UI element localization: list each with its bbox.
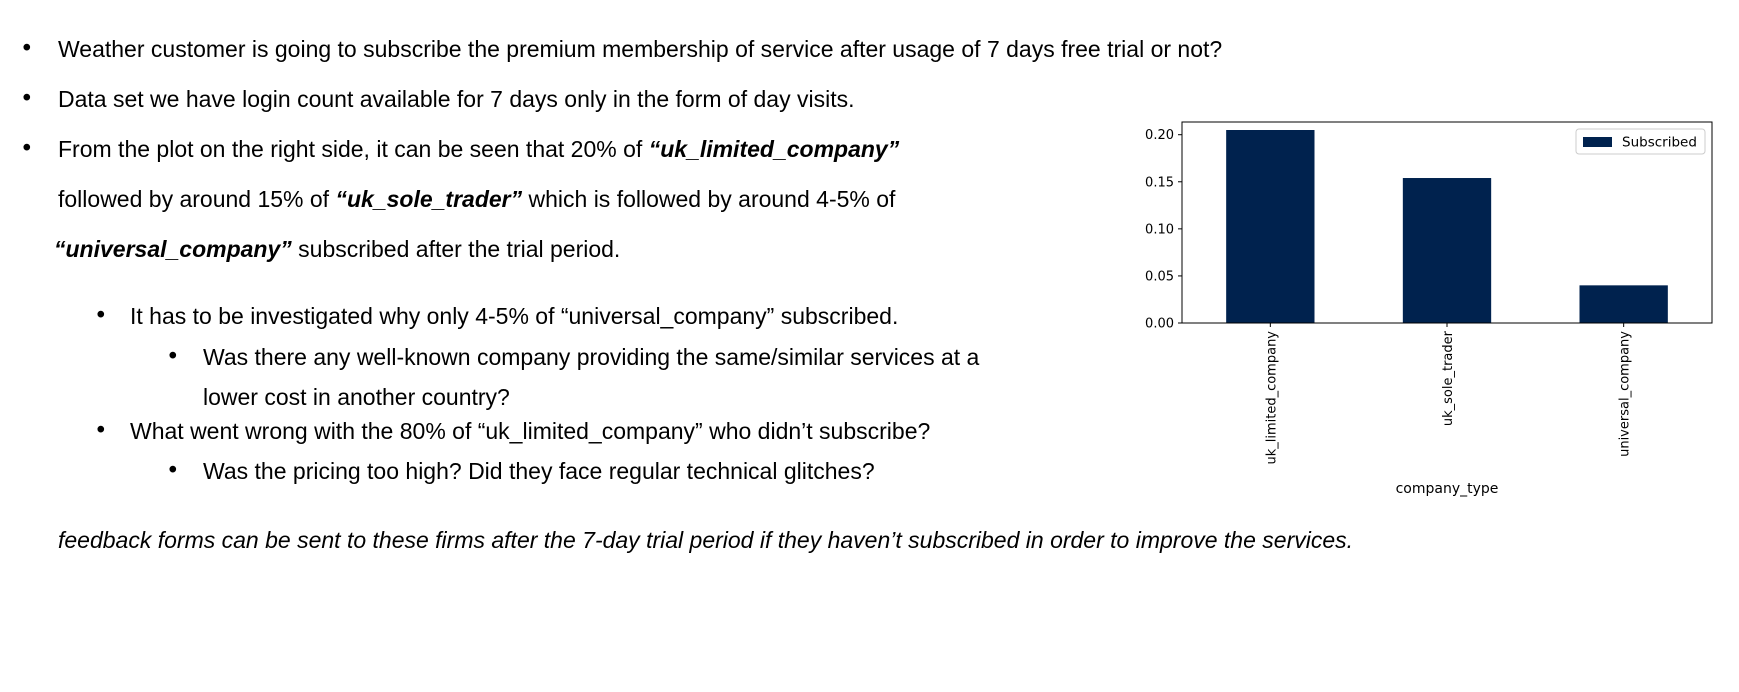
bullet-text: From the plot on the right side, it can … [58, 136, 899, 163]
bullet-marker: • [94, 418, 108, 444]
sub-bullet-text: What went wrong with the 80% of “uk_limi… [130, 418, 931, 444]
plot-frame [1181, 121, 1713, 324]
bullet-text: Data set we have login count available f… [58, 86, 855, 112]
y-tick-label: 0.20 [1145, 128, 1174, 143]
legend-label: Subscribed [1622, 135, 1697, 151]
sub-sub-bullet-text: Was there any well-known company providi… [203, 344, 980, 370]
x-axis-label: company_type [1396, 481, 1499, 497]
emphasis-text: “uk_limited_company” [648, 136, 900, 162]
conclusion-text: feedback forms can be sent to these firm… [58, 527, 1354, 553]
bullet-marker: • [20, 136, 34, 162]
bar [1402, 178, 1492, 323]
bar-chart: uk_limited_company uk_sole_trader universa… [1145, 121, 1713, 497]
bar [1226, 130, 1315, 323]
x-tick-label: uk_sole_trader [1441, 330, 1456, 426]
y-tick-label: 0.00 [1145, 317, 1174, 332]
sub-sub-bullet-text: Was the pricing too high? Did they face … [203, 458, 875, 484]
bullet-text-continued: “universal_company” subscribed after the… [54, 236, 620, 263]
bullet-marker: • [20, 86, 34, 112]
y-tick-label: 0.15 [1145, 175, 1174, 190]
sub-bullet-text: It has to be investigated why only 4-5% … [130, 303, 899, 329]
text-run: subscribed after the trial period. [291, 236, 621, 262]
bullet-marker: • [166, 344, 180, 370]
emphasis-text: “uk_sole_trader” [335, 186, 523, 212]
text-run: which is followed by around 4-5% of [522, 186, 896, 212]
y-tick-label: 0.05 [1145, 269, 1174, 284]
y-tick-label: 0.10 [1145, 222, 1174, 237]
bullet-marker: • [166, 458, 180, 484]
text-run: followed by around 15% of [58, 186, 336, 212]
emphasis-text: “universal_company” [54, 236, 292, 262]
bullet-text: Weather customer is going to subscribe t… [58, 36, 1223, 62]
legend-box [1575, 128, 1706, 155]
bullet-marker: • [94, 303, 108, 329]
sub-sub-bullet-text-continued: lower cost in another country? [203, 384, 510, 410]
x-tick-label: universal_company [1618, 331, 1633, 457]
bar [1579, 285, 1668, 323]
x-tick-label: uk_limited_company [1264, 331, 1279, 465]
text-run: From the plot on the right side, it can … [58, 136, 649, 162]
bullet-text-continued: followed by around 15% of “uk_sole_trade… [58, 186, 895, 213]
legend-swatch [1583, 137, 1612, 147]
bullet-marker: • [20, 36, 34, 62]
